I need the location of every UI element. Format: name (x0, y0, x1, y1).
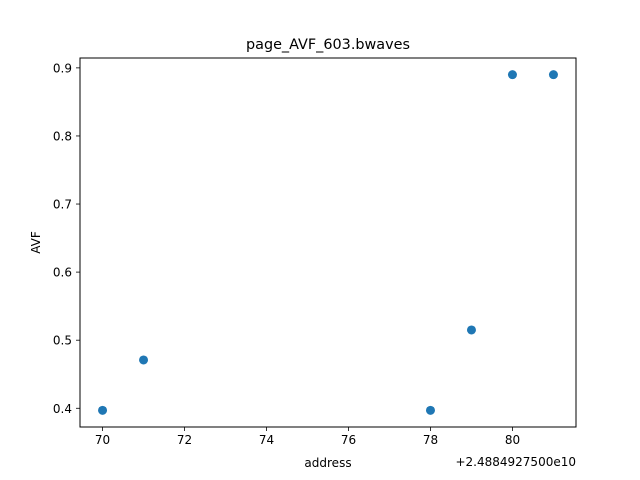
y-axis-ticks: 0.4 0.5 0.6 0.7 0.8 0.9 (53, 61, 80, 416)
x-axis-ticks: 70 72 74 76 78 80 (95, 427, 520, 447)
scatter-point (139, 355, 149, 365)
y-tick-label: 0.4 (53, 402, 72, 416)
x-tick-label: 78 (423, 433, 438, 447)
y-tick-label: 0.5 (53, 334, 72, 348)
x-tick-label: 72 (177, 433, 192, 447)
scatter-point (548, 70, 558, 80)
scatter-point (507, 70, 517, 80)
scatter-point (425, 405, 435, 415)
x-tick-label: 70 (95, 433, 110, 447)
y-tick-label: 0.8 (53, 129, 72, 143)
y-tick-label: 0.7 (53, 198, 72, 212)
plot-area (79, 57, 577, 428)
scatter-point (466, 325, 476, 335)
chart-title: page_AVF_603.bwaves (246, 37, 410, 53)
y-tick-label: 0.6 (53, 266, 72, 280)
y-axis-label: AVF (29, 231, 43, 254)
scatter-point (98, 405, 108, 415)
x-axis-label: address (304, 456, 351, 470)
y-tick-label: 0.9 (53, 61, 72, 75)
x-tick-label: 74 (259, 433, 274, 447)
plot-frame (79, 57, 577, 428)
data-points (98, 70, 558, 415)
x-tick-label: 80 (505, 433, 520, 447)
x-axis-offset-label: +2.4884927500e10 (455, 455, 576, 469)
x-tick-label: 76 (341, 433, 356, 447)
